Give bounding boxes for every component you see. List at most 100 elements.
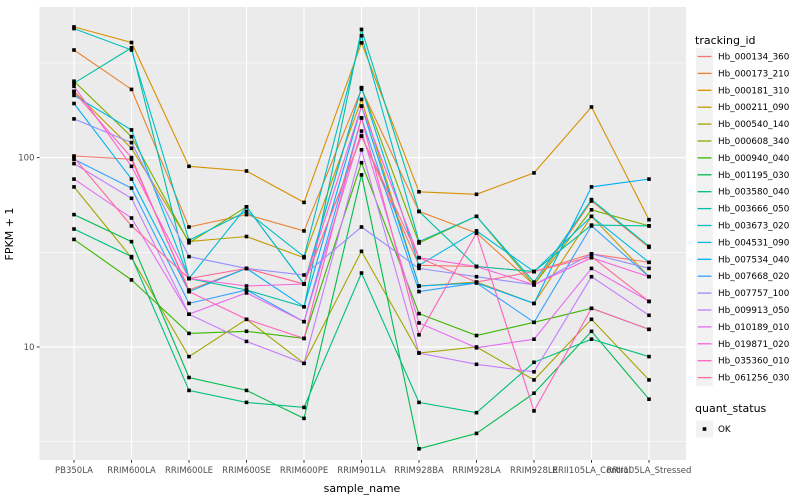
legend-item: Hb_000181_310 <box>696 81 790 99</box>
data-point <box>187 375 191 380</box>
data-point <box>129 46 134 50</box>
data-point <box>129 48 134 52</box>
black-square-marker <box>702 427 707 431</box>
data-point <box>187 312 191 316</box>
data-point <box>129 224 134 228</box>
data-point <box>647 244 651 249</box>
data-point <box>359 271 364 275</box>
y-axis: 100 10 <box>18 154 40 353</box>
x-axis-title: sample_name <box>324 482 401 495</box>
data-point <box>302 200 306 205</box>
legend-title: tracking_id <box>695 34 756 47</box>
data-point <box>647 266 651 271</box>
data-point <box>129 254 134 259</box>
data-point <box>589 254 594 259</box>
data-point <box>589 306 594 311</box>
data-point <box>302 254 306 259</box>
legend-item: Hb_000211_090 <box>696 98 790 116</box>
data-point <box>302 336 306 341</box>
data-point <box>302 361 306 366</box>
legend-item: Hb_000940_040 <box>696 149 790 167</box>
x-tick-label: RRIM600LE <box>165 466 213 476</box>
data-point <box>187 354 191 359</box>
data-point <box>72 93 76 98</box>
legend-item: Hb_007534_040 <box>696 250 790 268</box>
data-point <box>589 197 594 202</box>
x-tick-label: RRIM928BA <box>394 466 444 476</box>
data-point <box>302 416 306 421</box>
legend-item: Hb_000608_340 <box>696 132 790 150</box>
data-point <box>302 229 306 233</box>
panel-background <box>39 7 686 460</box>
data-point <box>129 87 134 92</box>
data-point <box>244 400 249 405</box>
legend-item-label: Hb_007757_100 <box>718 289 790 299</box>
legend-item: Hb_061256_030 <box>696 369 790 387</box>
legend-item-label: Hb_061256_030 <box>718 374 790 384</box>
data-point <box>187 238 191 243</box>
data-point <box>129 155 134 160</box>
data-point <box>647 299 651 304</box>
data-point <box>72 48 76 52</box>
data-point <box>474 362 479 367</box>
data-point <box>302 319 306 324</box>
data-point <box>244 288 249 292</box>
data-point <box>187 164 191 169</box>
data-point <box>187 241 191 245</box>
y-tick-label: 100 <box>18 154 34 164</box>
data-point <box>417 289 421 294</box>
data-point <box>417 190 421 194</box>
data-point <box>244 291 249 295</box>
data-point <box>417 266 421 271</box>
data-point <box>359 249 364 254</box>
data-point <box>244 329 249 334</box>
data-point <box>589 105 594 109</box>
data-point <box>244 266 249 271</box>
data-point <box>129 140 134 145</box>
data-point <box>72 185 76 189</box>
data-point <box>532 391 536 395</box>
data-point <box>187 331 191 336</box>
legend-item: Hb_010189_010 <box>696 318 790 336</box>
data-point <box>474 333 479 338</box>
x-tick-label: RRII105LA_Stressed <box>607 466 692 476</box>
legend-item: Hb_000540_140 <box>696 115 790 133</box>
data-point <box>589 214 594 219</box>
legend-item: Hb_004531_090 <box>696 233 790 251</box>
data-point <box>244 317 249 322</box>
x-tick-label: RRIM600SE <box>222 466 271 476</box>
data-point <box>72 227 76 231</box>
data-point <box>532 301 536 306</box>
data-point <box>129 146 134 151</box>
data-point <box>417 255 421 260</box>
legend-item-label: Hb_000940_040 <box>718 154 790 164</box>
legend-item: Hb_007668_020 <box>696 267 790 285</box>
data-point <box>417 263 421 268</box>
legend-item-label: Hb_000211_090 <box>718 103 790 113</box>
legend-item: Hb_003666_050 <box>696 200 790 218</box>
data-point <box>589 317 594 322</box>
data-point <box>417 209 421 214</box>
data-point <box>72 101 76 106</box>
legend-item: Hb_009913_050 <box>696 301 790 319</box>
plot-panel <box>39 7 686 460</box>
data-point <box>474 229 479 233</box>
data-point <box>72 161 76 166</box>
data-point <box>474 346 479 350</box>
x-tick-label: RRIM928LE <box>510 466 558 476</box>
data-point <box>359 225 364 229</box>
data-point <box>244 339 249 344</box>
data-point <box>244 212 249 217</box>
legend-item-label: Hb_003666_050 <box>718 205 790 215</box>
legend-item-label: Hb_007534_040 <box>718 255 790 265</box>
data-point <box>129 186 134 190</box>
data-point <box>72 79 76 83</box>
data-point <box>302 282 306 286</box>
legend-item: Hb_035360_010 <box>696 352 790 370</box>
data-point <box>187 301 191 306</box>
x-tick-label: RRIM600LA <box>107 466 156 476</box>
legend-item-label: OK <box>718 425 731 435</box>
legend-item: OK <box>696 420 731 438</box>
legend-item-label: Hb_000173_210 <box>718 69 790 79</box>
legend-item-label: Hb_000540_140 <box>718 120 790 130</box>
